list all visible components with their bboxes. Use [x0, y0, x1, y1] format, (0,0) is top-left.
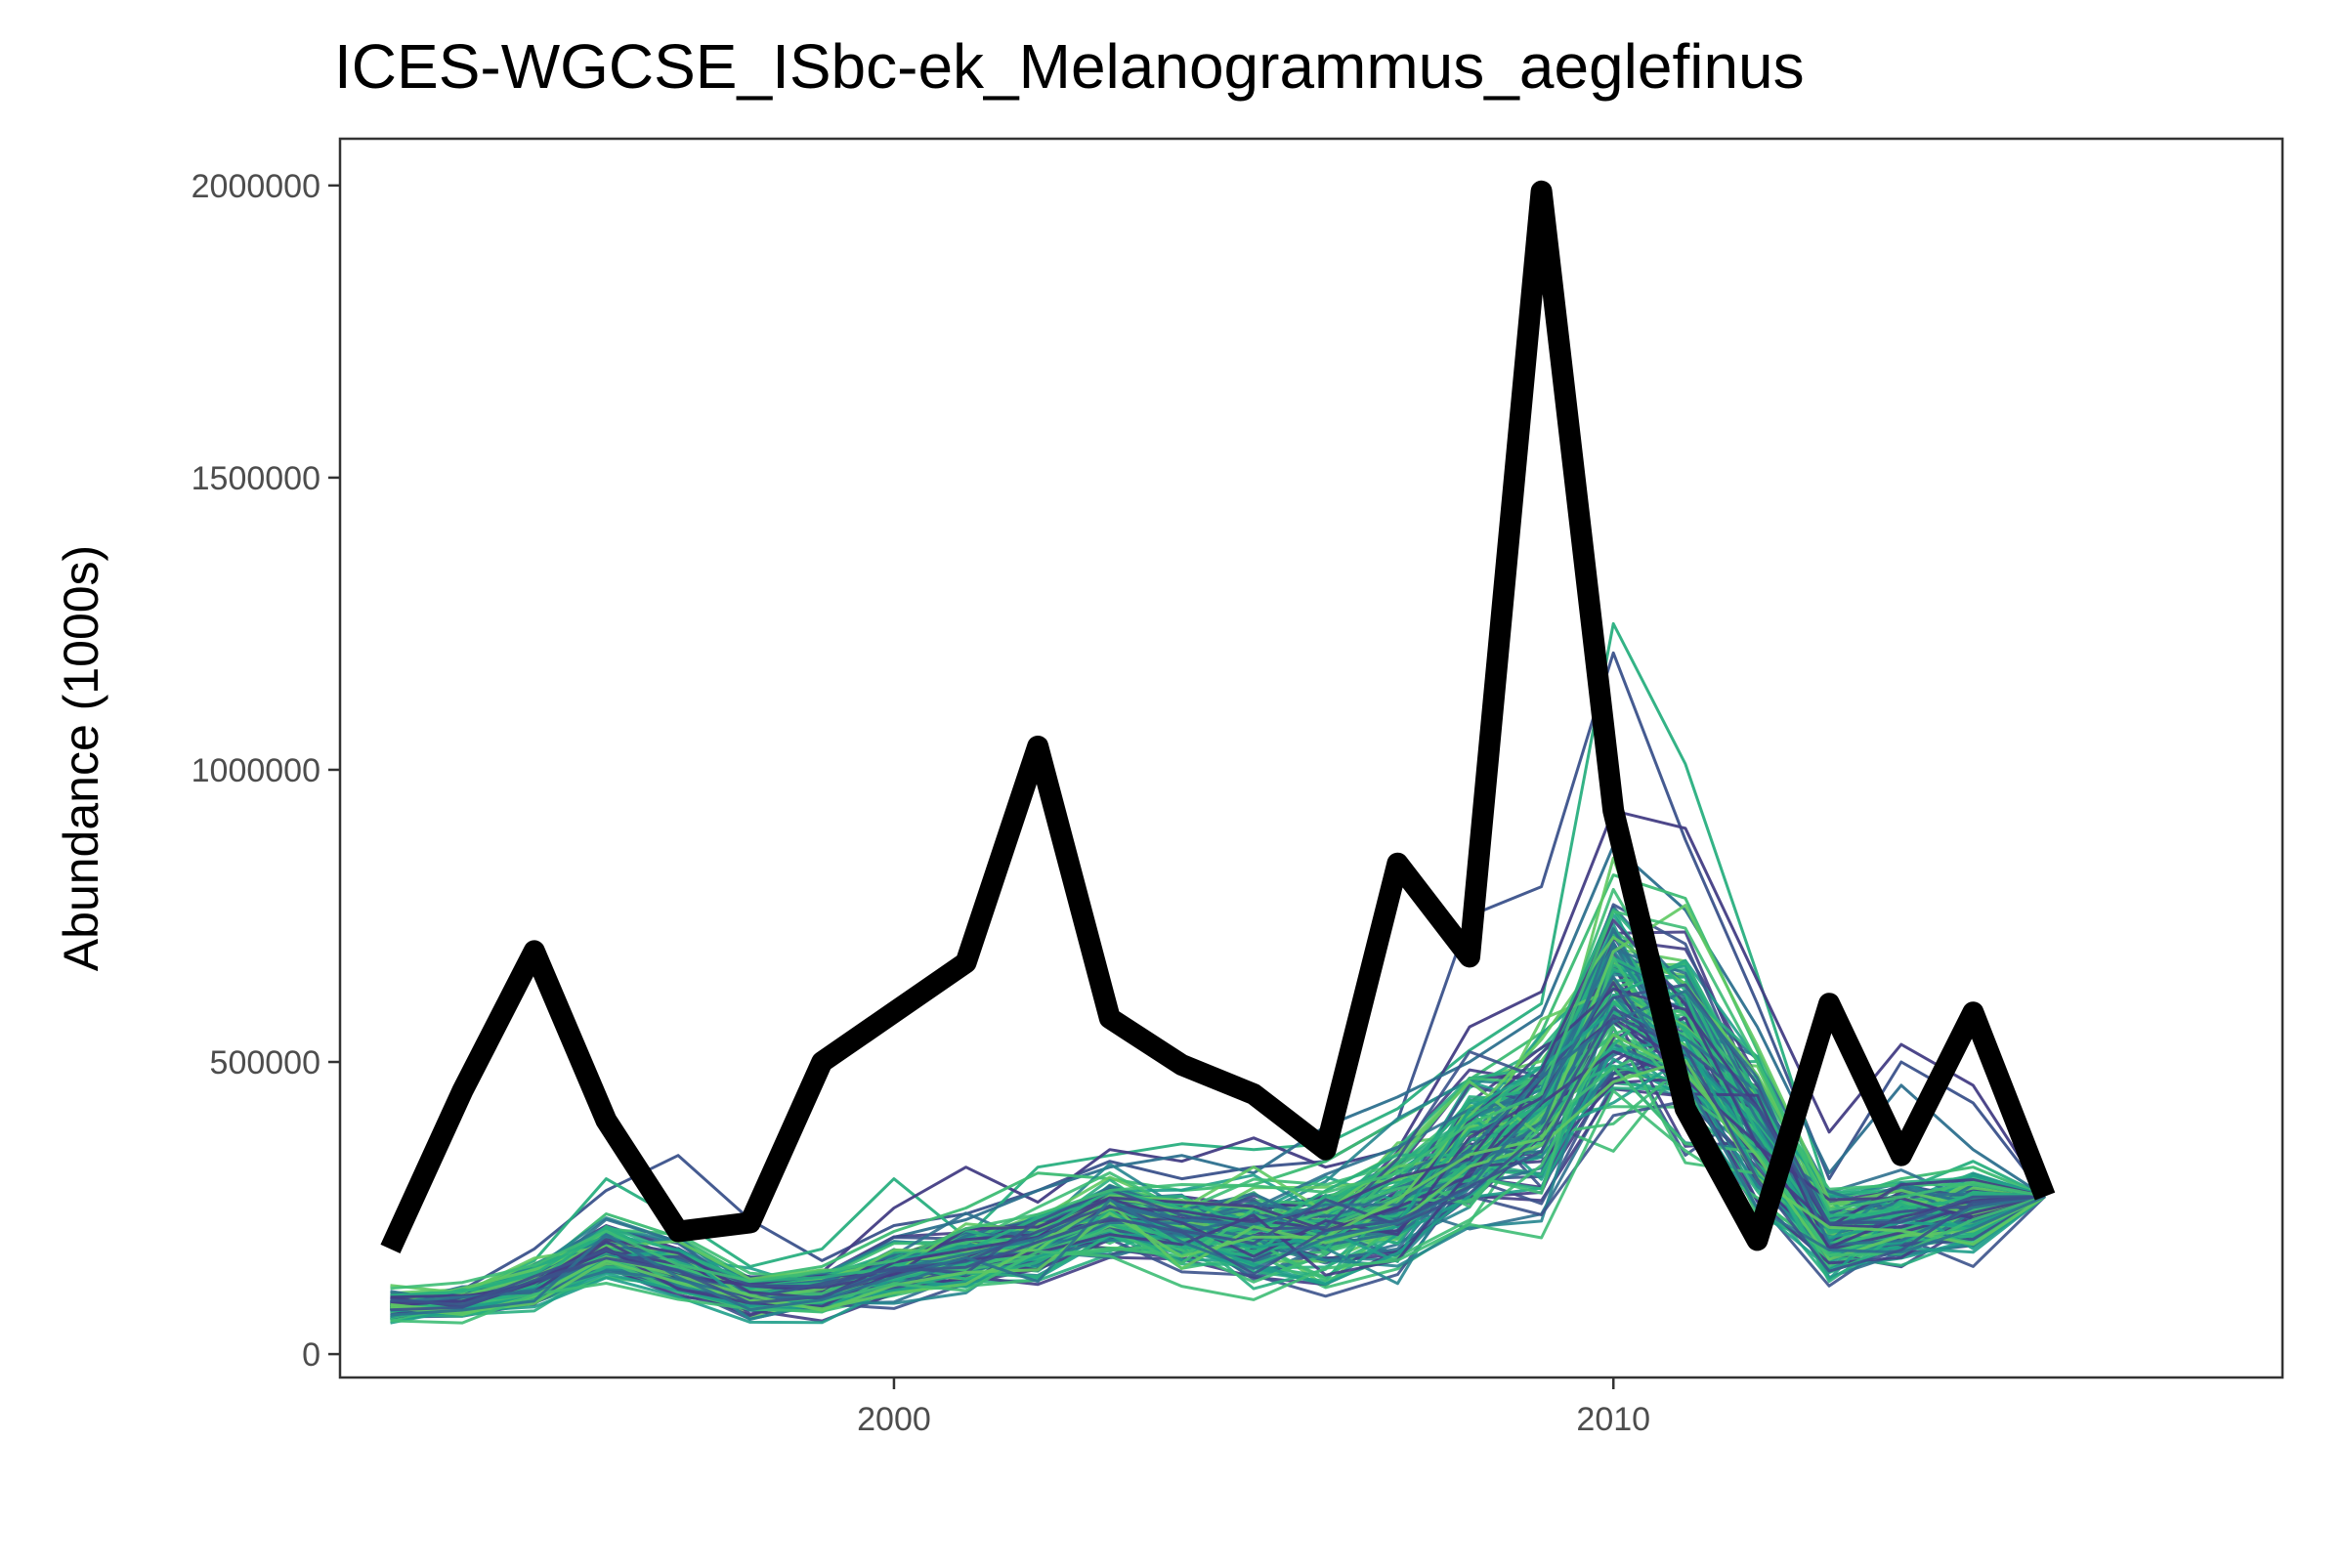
observed-series: [391, 191, 2046, 1250]
observed-line: [391, 191, 2046, 1250]
y-axis: 0 500000 1000000 1500000 2000000: [192, 168, 340, 1374]
y-axis-title: Abundance (1000s): [54, 545, 108, 971]
y-tick-label: 0: [302, 1336, 320, 1374]
ensemble-lines: [391, 623, 2046, 1323]
y-tick-label: 2000000: [192, 168, 320, 205]
y-tick-label: 1500000: [192, 460, 320, 497]
x-tick-label: 2010: [1576, 1401, 1650, 1438]
x-tick-label: 2000: [857, 1401, 931, 1438]
y-tick-label: 500000: [210, 1044, 320, 1081]
x-axis: 2000 2010: [857, 1377, 1650, 1438]
y-tick-label: 1000000: [192, 752, 320, 789]
chart-title: ICES-WGCSE_ISbc-ek_Melanogrammus_aeglefi…: [334, 31, 1805, 102]
